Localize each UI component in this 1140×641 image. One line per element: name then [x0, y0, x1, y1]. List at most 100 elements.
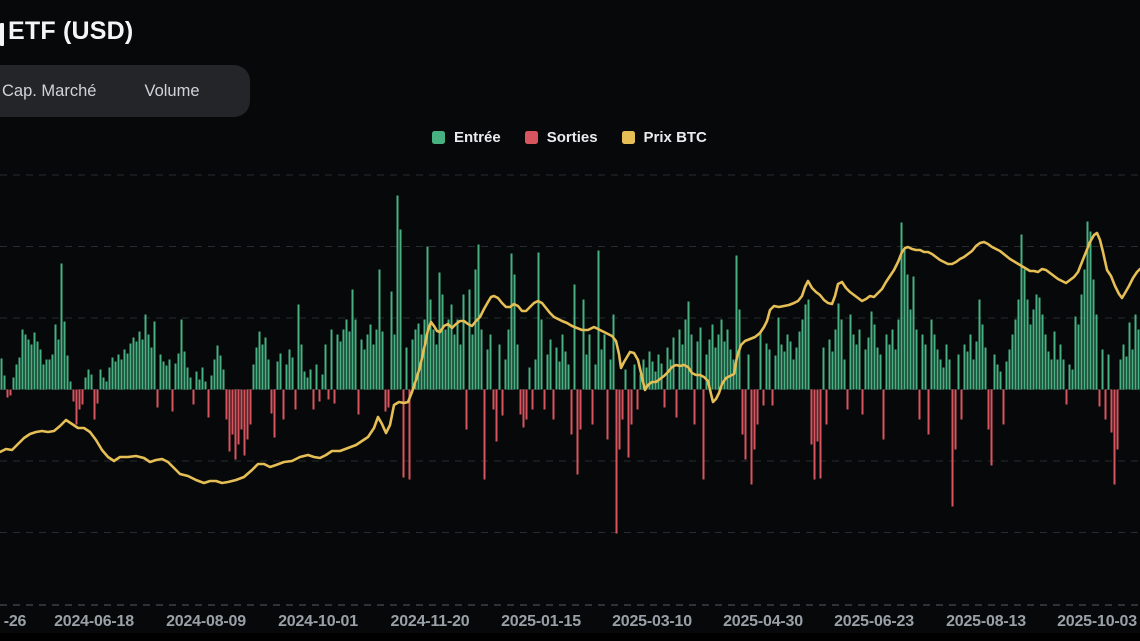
flow-bar[interactable] [138, 331, 141, 390]
flow-bar[interactable] [243, 389, 246, 456]
flow-bar[interactable] [405, 347, 408, 390]
flow-bar[interactable] [909, 309, 912, 390]
flow-bar[interactable] [357, 389, 360, 415]
flow-bar[interactable] [234, 389, 237, 460]
flow-bar[interactable] [1122, 344, 1125, 390]
flow-bar[interactable] [780, 344, 783, 390]
flow-bar[interactable] [1113, 389, 1116, 485]
legend-item-sorties[interactable]: Sorties [524, 129, 598, 146]
flow-bar[interactable] [450, 304, 453, 390]
flow-bar[interactable] [99, 369, 102, 390]
flow-bar[interactable] [21, 329, 24, 390]
flow-bar[interactable] [771, 389, 774, 406]
flow-bar[interactable] [768, 349, 771, 390]
flow-bar[interactable] [342, 329, 345, 390]
flow-bar[interactable] [861, 389, 864, 415]
flow-bar[interactable] [30, 344, 33, 390]
flow-bar[interactable] [591, 389, 594, 425]
flow-bar[interactable] [585, 354, 588, 390]
flow-bar[interactable] [495, 389, 498, 442]
flow-bar[interactable] [201, 367, 204, 390]
flow-bar[interactable] [423, 319, 426, 390]
flow-bar[interactable] [1056, 359, 1059, 390]
flow-bar[interactable] [126, 353, 129, 390]
flow-bar[interactable] [195, 371, 198, 390]
flow-bar[interactable] [39, 349, 42, 390]
flow-bar[interactable] [24, 334, 27, 390]
flow-bar[interactable] [957, 354, 960, 390]
flow-bar[interactable] [1098, 389, 1101, 407]
flow-bar[interactable] [705, 354, 708, 390]
flow-bar[interactable] [435, 344, 438, 390]
flow-bar[interactable] [228, 389, 231, 452]
flow-bar[interactable] [936, 349, 939, 390]
flow-bar[interactable] [579, 389, 582, 430]
flow-bar[interactable] [630, 389, 633, 425]
flow-bar[interactable] [1089, 231, 1092, 390]
flow-bar[interactable] [726, 329, 729, 390]
flow-bar[interactable] [9, 389, 12, 396]
flow-bar[interactable] [297, 304, 300, 390]
flow-bar[interactable] [723, 341, 726, 390]
flow-bar[interactable] [429, 299, 432, 390]
flow-bar[interactable] [414, 329, 417, 390]
flow-bar[interactable] [552, 389, 555, 420]
flow-bar[interactable] [444, 329, 447, 390]
flow-bar[interactable] [747, 354, 750, 390]
flow-bar[interactable] [684, 319, 687, 390]
flow-bar[interactable] [1107, 354, 1110, 390]
flow-bar[interactable] [1110, 389, 1113, 433]
flow-bar[interactable] [459, 344, 462, 390]
flow-bar[interactable] [492, 389, 495, 410]
flow-bar[interactable] [117, 354, 120, 390]
flow-bar[interactable] [150, 347, 153, 390]
flow-bar[interactable] [561, 334, 564, 390]
flow-bar[interactable] [699, 327, 702, 390]
flow-bar[interactable] [336, 334, 339, 390]
flow-bar[interactable] [549, 339, 552, 390]
flow-bar[interactable] [672, 337, 675, 390]
flow-bar[interactable] [942, 367, 945, 390]
flow-bar[interactable] [69, 381, 72, 390]
flow-bar[interactable] [363, 349, 366, 390]
flow-bar[interactable] [348, 331, 351, 390]
flow-bar[interactable] [384, 389, 387, 412]
flow-bar[interactable] [249, 389, 252, 425]
flow-bar[interactable] [540, 319, 543, 390]
flow-bar[interactable] [945, 344, 948, 390]
flow-bar[interactable] [105, 381, 108, 390]
flow-bar[interactable] [939, 359, 942, 390]
flow-bar[interactable] [81, 389, 84, 405]
flow-bar[interactable] [693, 389, 696, 425]
flow-bar[interactable] [1086, 221, 1089, 390]
flow-bar[interactable] [948, 359, 951, 390]
flow-bar[interactable] [1134, 314, 1137, 390]
flow-bar[interactable] [681, 344, 684, 390]
flow-bar[interactable] [480, 329, 483, 390]
flow-bar[interactable] [72, 389, 75, 402]
flow-bar[interactable] [1131, 349, 1134, 390]
flow-bar[interactable] [1047, 351, 1050, 390]
flow-bar[interactable] [789, 341, 792, 390]
flow-bar[interactable] [624, 369, 627, 390]
flow-bar[interactable] [162, 361, 165, 390]
flow-bar[interactable] [345, 319, 348, 390]
flow-bar[interactable] [834, 329, 837, 390]
flow-bar[interactable] [3, 375, 6, 390]
flow-bar[interactable] [489, 334, 492, 390]
legend-item-entree[interactable]: Entrée [432, 129, 501, 146]
flow-bar[interactable] [426, 246, 429, 390]
flow-bar[interactable] [102, 377, 105, 390]
flow-bar[interactable] [312, 389, 315, 410]
flow-bar[interactable] [633, 364, 636, 390]
flow-bar[interactable] [720, 319, 723, 390]
flow-bar[interactable] [120, 359, 123, 390]
flow-bar[interactable] [264, 337, 267, 390]
flow-bar[interactable] [483, 389, 486, 480]
flow-bar[interactable] [135, 341, 138, 390]
flow-bar[interactable] [1080, 294, 1083, 390]
flow-bar[interactable] [1011, 334, 1014, 390]
flow-bar[interactable] [402, 389, 405, 478]
flow-bar[interactable] [792, 359, 795, 390]
flow-bar[interactable] [1029, 324, 1032, 390]
